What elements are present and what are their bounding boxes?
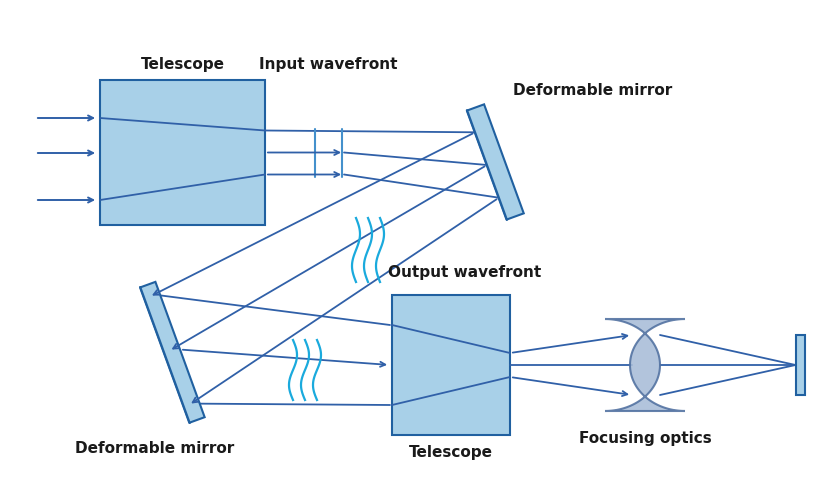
Text: Deformable mirror: Deformable mirror [75,440,235,456]
Text: Telescope: Telescope [409,445,493,460]
Polygon shape [141,282,204,423]
Text: Telescope: Telescope [141,57,224,72]
Polygon shape [605,319,685,411]
Text: Deformable mirror: Deformable mirror [513,83,672,99]
Bar [392,295,510,435]
Text: Output wavefront: Output wavefront [388,265,541,280]
Text: Focusing optics: Focusing optics [579,431,711,446]
Text: Input wavefront: Input wavefront [259,57,398,72]
Bar [796,335,805,395]
Bar [100,80,265,225]
Polygon shape [467,104,523,220]
